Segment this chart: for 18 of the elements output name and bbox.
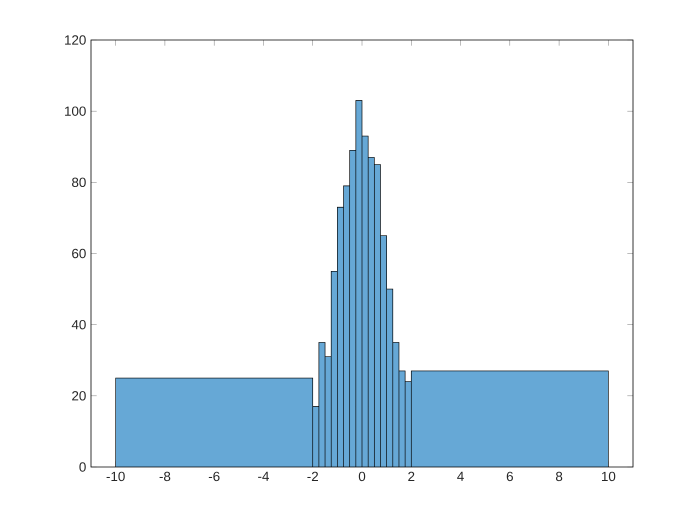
y-tick-label: 60 <box>72 248 86 258</box>
x-tick-label: -4 <box>258 472 269 481</box>
x-tick-label: -8 <box>160 472 170 482</box>
x-tick-label: 0 <box>358 472 366 482</box>
x-tick-label: 2 <box>408 472 414 482</box>
y-tick-label: 20 <box>72 391 86 401</box>
x-tick-label: 8 <box>556 472 562 482</box>
x-tick-label: -2 <box>307 472 318 482</box>
x-tick-label: 10 <box>602 472 616 482</box>
y-tick-label: 100 <box>65 106 86 116</box>
y-tick-label: 40 <box>72 320 86 330</box>
x-tick-label: 6 <box>506 472 513 482</box>
x-tick-label: 4 <box>457 472 464 481</box>
x-tick-label: -10 <box>106 472 125 482</box>
y-tick-label: 80 <box>72 178 86 188</box>
x-tick-label: -6 <box>208 472 220 482</box>
y-tick-label: 0 <box>79 462 86 472</box>
y-tick-label: 120 <box>65 35 86 45</box>
